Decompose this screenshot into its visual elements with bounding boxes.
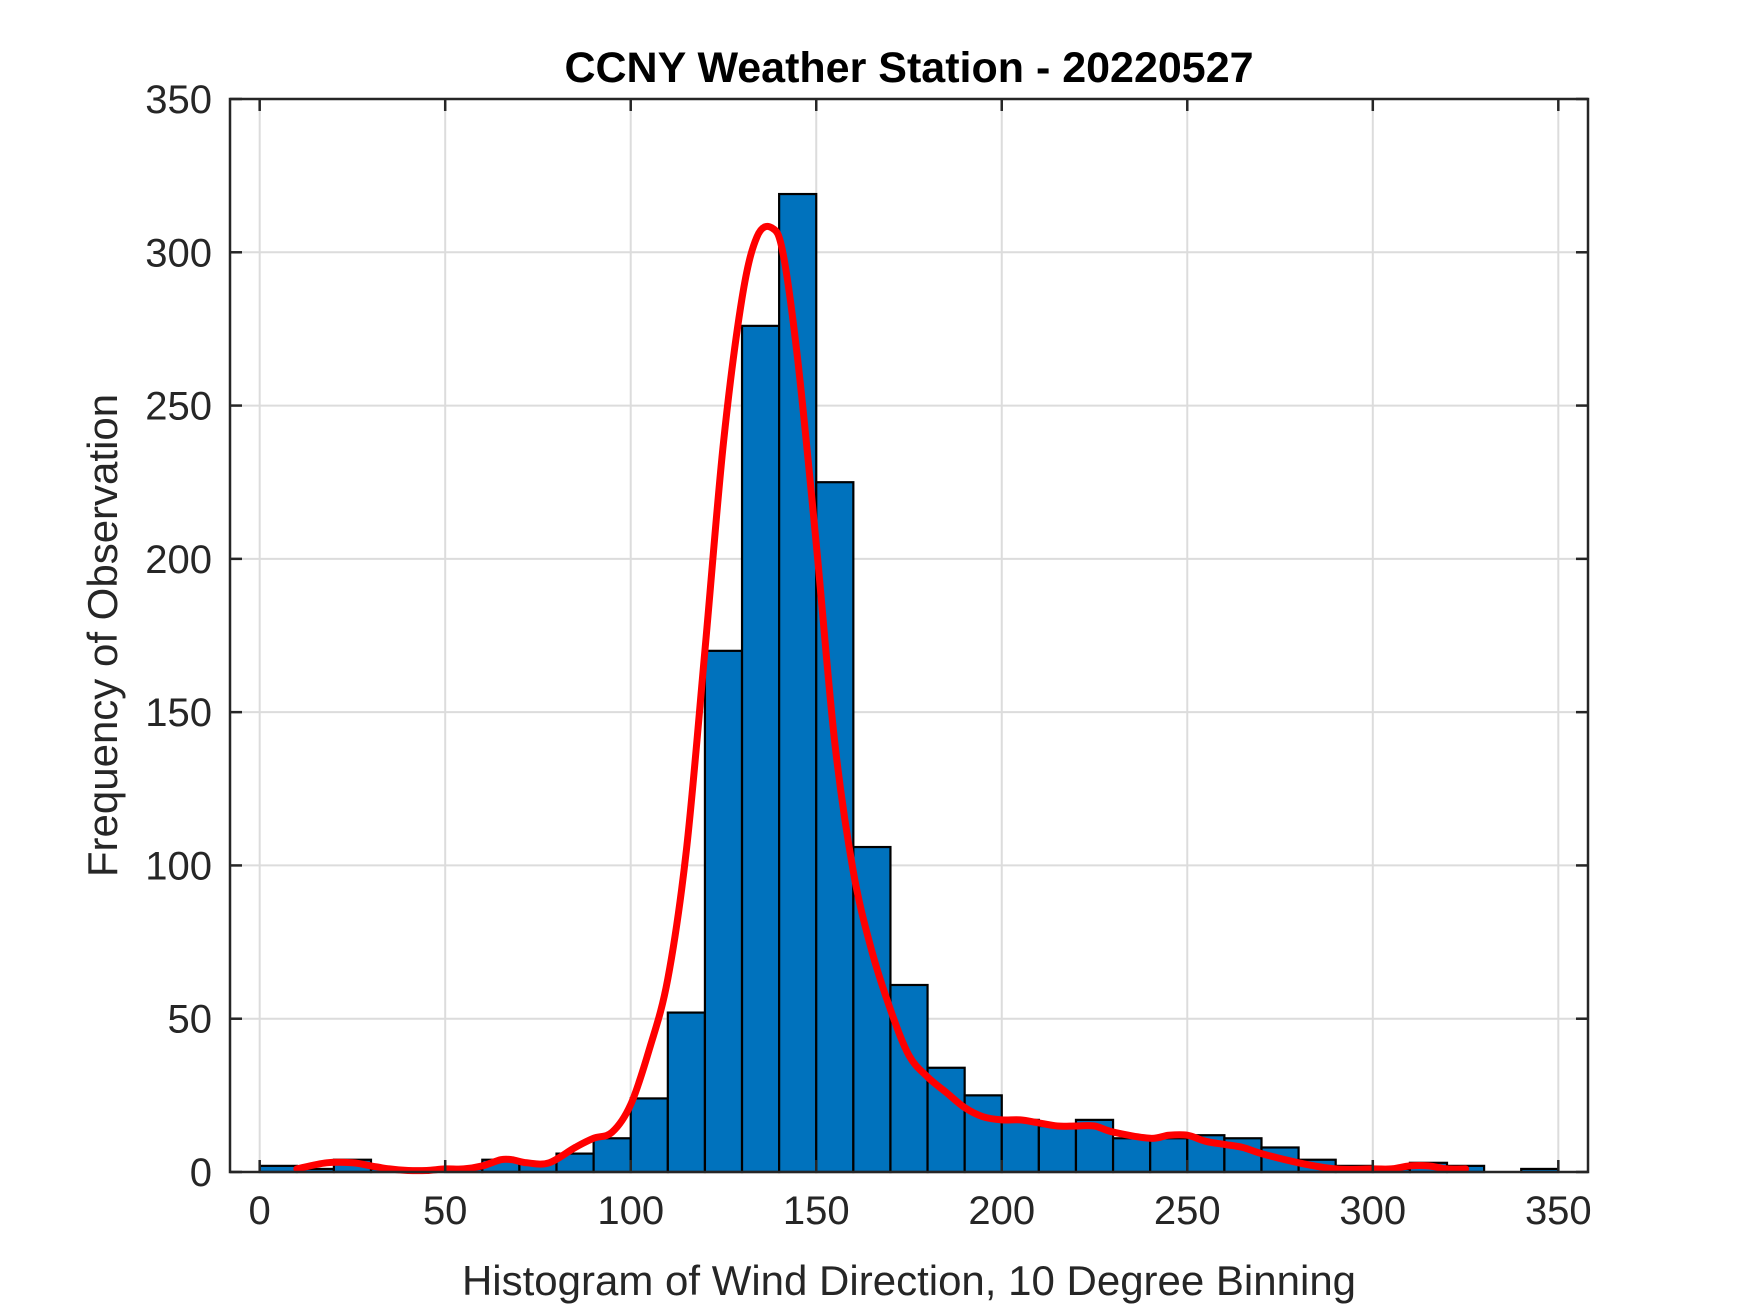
y-tick-labels: 0 50 100 150 200 250 300 350	[145, 78, 212, 1195]
histogram-bar	[889, 983, 929, 1174]
histogram-bar	[1149, 1137, 1189, 1174]
chart-title: CCNY Weather Station - 20220527	[564, 44, 1253, 92]
y-tick-label: 300	[145, 231, 212, 275]
y-tick-label: 350	[145, 78, 212, 122]
y-tick-label: 100	[145, 844, 212, 888]
histogram-bar	[1000, 1118, 1040, 1174]
x-tick-labels: 0 50 100 150 200 250 300 350	[249, 1189, 1592, 1233]
histogram-bar	[592, 1137, 632, 1174]
x-tick-label: 100	[597, 1189, 664, 1233]
x-tick-label: 50	[423, 1189, 468, 1233]
axes-box	[228, 97, 1590, 1174]
axes-frame	[228, 97, 1590, 1174]
histogram-bar	[778, 192, 818, 1174]
x-tick-label: 350	[1525, 1189, 1592, 1233]
x-axis-label: Histogram of Wind Direction, 10 Degree B…	[462, 1257, 1356, 1304]
x-tick-label: 0	[249, 1189, 271, 1233]
y-tick-label: 250	[145, 385, 212, 429]
y-tick-label: 200	[145, 538, 212, 582]
x-tick-label: 300	[1339, 1189, 1406, 1233]
fit-curve-line	[293, 222, 1470, 1175]
x-tick-label: 150	[783, 1189, 850, 1233]
fit-curve-layer	[293, 222, 1470, 1175]
y-tick-label: 0	[190, 1151, 212, 1195]
histogram-bar	[629, 1097, 669, 1174]
histogram-bar	[1037, 1124, 1078, 1174]
histogram-bar	[963, 1094, 1003, 1174]
histogram-bar	[703, 649, 744, 1174]
x-tick-label: 250	[1154, 1189, 1221, 1233]
y-axis-label: Frequency of Observation	[79, 394, 126, 877]
y-tick-label: 50	[168, 998, 213, 1042]
histogram-bar	[666, 1011, 707, 1174]
histogram-bar	[1111, 1137, 1152, 1174]
x-tick-label: 200	[968, 1189, 1035, 1233]
histogram-bar	[740, 324, 781, 1174]
y-tick-label: 150	[145, 691, 212, 735]
